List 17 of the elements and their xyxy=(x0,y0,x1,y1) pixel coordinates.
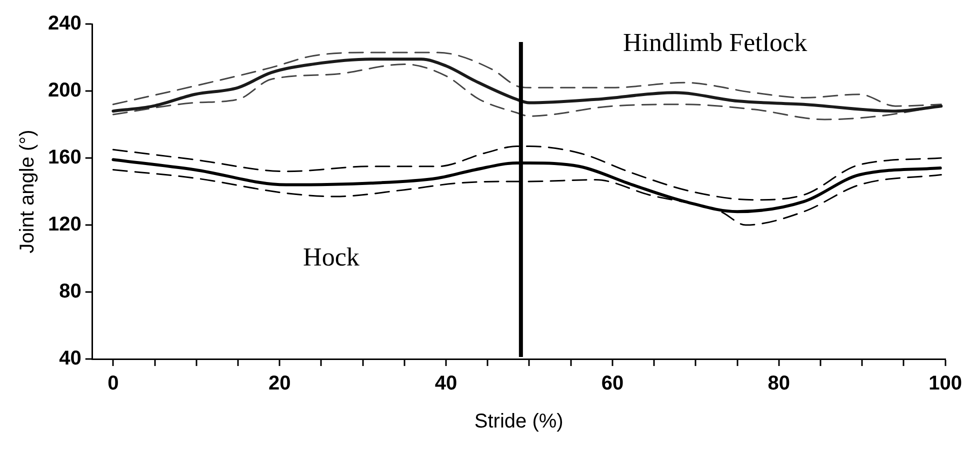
x-axis-title: Stride (%) xyxy=(474,410,564,433)
y-tick-label: 40 xyxy=(59,348,82,370)
y-tick-label: 160 xyxy=(48,146,82,169)
line-series xyxy=(112,58,943,113)
x-tick-label: 100 xyxy=(928,372,962,395)
annotation: Hindlimb Fetlock xyxy=(622,28,808,57)
x-tick-label: 80 xyxy=(768,372,790,395)
y-tick-label: 80 xyxy=(59,280,82,303)
x-tick-label: 20 xyxy=(268,372,291,395)
x-tick-label: 60 xyxy=(601,372,624,395)
y-tick-label: 240 xyxy=(48,12,82,35)
annotation: Hock xyxy=(303,242,360,272)
y-tick-label: 120 xyxy=(48,214,82,236)
y-axis-title: Joint angle (°) xyxy=(16,130,39,254)
x-tick-label: 0 xyxy=(108,372,119,395)
y-tick-label: 200 xyxy=(48,80,82,102)
x-tick-label: 40 xyxy=(434,372,458,395)
